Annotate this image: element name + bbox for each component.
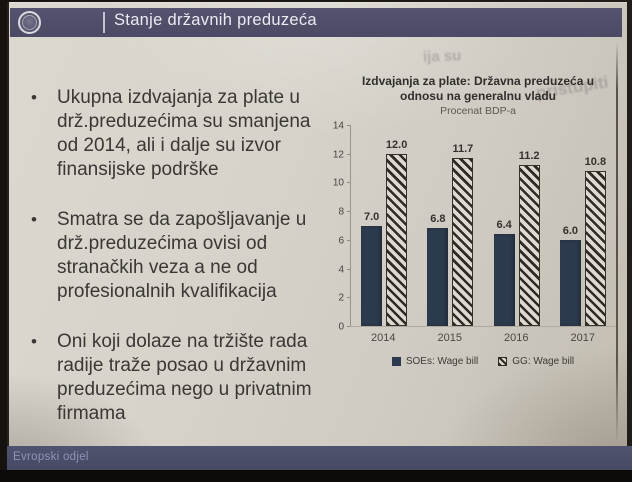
bar-value-label: 6.0 xyxy=(562,224,579,237)
slide-title: Stanje državnih preduzeća xyxy=(114,11,317,29)
y-axis-tick-label: 14 xyxy=(332,120,344,132)
bar-value-label: 6.4 xyxy=(496,219,512,232)
y-axis-tick-label: 6 xyxy=(338,235,344,247)
bar-hatched: 11.2 xyxy=(518,150,540,326)
bullet-text: Ukupna izdvajanja za plate u drž.preduze… xyxy=(57,87,311,180)
plot-area: 7.0 12.0 6.8 11.7 6.4 11.2 6.0 10.8 xyxy=(350,126,616,327)
page-edge-crease xyxy=(616,42,618,444)
legend-label: SOEs: Wage bill xyxy=(405,356,479,367)
x-axis-tick-label: 2016 xyxy=(504,332,529,344)
bar-value-label: 6.8 xyxy=(430,213,446,226)
bar-solid: 6.0 xyxy=(559,225,581,326)
bar-value-label: 12.0 xyxy=(385,138,408,151)
bullet-item: • Ukupna izdvajanja za plate u drž.preduz… xyxy=(31,86,323,182)
bullet-list: • Ukupna izdvajanja za plate u drž.preduz… xyxy=(31,86,323,452)
photo-background xyxy=(0,470,632,482)
bar-solid: 7.0 xyxy=(361,211,383,326)
legend-item: GG: Wage bill xyxy=(498,356,574,367)
bullet-marker: • xyxy=(31,332,37,351)
bar-value-label: 11.2 xyxy=(518,150,540,163)
bar-solid: 6.8 xyxy=(427,213,449,326)
footer-label: Evropski odjel xyxy=(13,451,89,463)
imf-seal-icon xyxy=(18,11,41,34)
title-separator xyxy=(103,12,105,33)
SOEs: Wage bill-bar xyxy=(559,239,581,326)
y-axis-tick-mark xyxy=(347,239,351,241)
GG: Wage bill-bar xyxy=(452,158,474,326)
y-axis-tick-mark xyxy=(347,125,351,126)
legend-label: GG: Wage bill xyxy=(512,356,575,367)
bar-group: 6.4 11.2 xyxy=(484,126,550,326)
x-axis-tick-label: 2014 xyxy=(371,332,396,344)
bullet-marker: • xyxy=(31,88,37,107)
bar-group: 6.8 11.7 xyxy=(417,126,483,326)
legend-marker-hatched-icon xyxy=(498,357,508,366)
bars: 7.0 12.0 6.8 11.7 6.4 11.2 6.0 10.8 xyxy=(351,126,616,326)
bullet-marker: • xyxy=(31,210,37,229)
bar-value-label: 10.8 xyxy=(584,155,607,168)
bar-hatched: 10.8 xyxy=(584,156,606,326)
SOEs: Wage bill-bar xyxy=(493,234,515,326)
y-axis-tick-mark xyxy=(347,268,351,270)
y-axis-tick-label: 10 xyxy=(332,177,344,189)
GG: Wage bill-bar xyxy=(584,170,606,326)
SOEs: Wage bill-bar xyxy=(427,228,449,326)
chart-title: Izdvajanja za plate: Državna preduzeća u… xyxy=(361,74,595,103)
slide-footer-bar: Evropski odjel xyxy=(7,446,632,472)
x-axis-labels: 2014 2015 2016 2017 xyxy=(350,332,616,344)
bar-value-label: 7.0 xyxy=(363,210,380,223)
y-axis-tick-mark xyxy=(347,326,351,327)
bar-group: 6.0 10.8 xyxy=(550,126,616,326)
y-axis-tick-label: 8 xyxy=(338,206,344,218)
y-axis-tick-mark xyxy=(347,153,351,155)
GG: Wage bill-bar xyxy=(518,165,540,326)
slide-title-bar: Stanje državnih preduzeća xyxy=(10,8,622,37)
x-axis-tick-label: 2017 xyxy=(570,332,595,344)
bar-group: 7.0 12.0 xyxy=(351,126,417,326)
y-axis-tick-mark xyxy=(347,211,351,213)
chart-subtitle: Procenat BDP-a xyxy=(440,105,516,117)
bleed-through-text: ija su xyxy=(422,47,462,66)
y-axis-tick-label: 0 xyxy=(338,321,344,333)
y-axis-tick-mark xyxy=(347,182,351,184)
bullet-item: • Smatra se da zapošljavanje u drž.preduz… xyxy=(31,208,323,304)
y-axis-tick-mark xyxy=(347,297,351,299)
GG: Wage bill-bar xyxy=(386,153,408,326)
y-axis-tick-label: 4 xyxy=(338,264,344,276)
bullet-item: • Oni koji dolaze na tržište rada radije … xyxy=(31,330,323,426)
bar-hatched: 11.7 xyxy=(452,143,474,326)
chart-legend: SOEs: Wage bill GG: Wage bill xyxy=(350,356,616,367)
slide-paper: Stanje državnih preduzeća ija su pristup… xyxy=(7,2,627,472)
x-axis-tick-label: 2015 xyxy=(437,332,462,344)
legend-marker-solid-icon xyxy=(391,357,401,366)
bullet-text: Smatra se da zapošljavanje u drž.preduze… xyxy=(57,209,307,302)
SOEs: Wage bill-bar xyxy=(361,225,383,326)
bar-value-label: 11.7 xyxy=(452,143,474,156)
y-axis: 0 2 4 6 8 10 12 14 xyxy=(325,121,351,333)
bar-solid: 6.4 xyxy=(493,219,515,326)
bullet-text: Oni koji dolaze na tržište rada radije t… xyxy=(57,331,312,424)
y-axis-tick-label: 2 xyxy=(338,292,344,304)
bar-chart: Izdvajanja za plate: Državna preduzeća u… xyxy=(325,74,631,367)
legend-item: SOEs: Wage bill xyxy=(391,356,479,367)
bar-hatched: 12.0 xyxy=(386,139,408,326)
plot-area-wrap: 0 2 4 6 8 10 12 14 7.0 12.0 6.8 11.7 6.4 11.2 6.0 10.8 xyxy=(325,121,631,333)
y-axis-tick-label: 12 xyxy=(332,149,344,161)
